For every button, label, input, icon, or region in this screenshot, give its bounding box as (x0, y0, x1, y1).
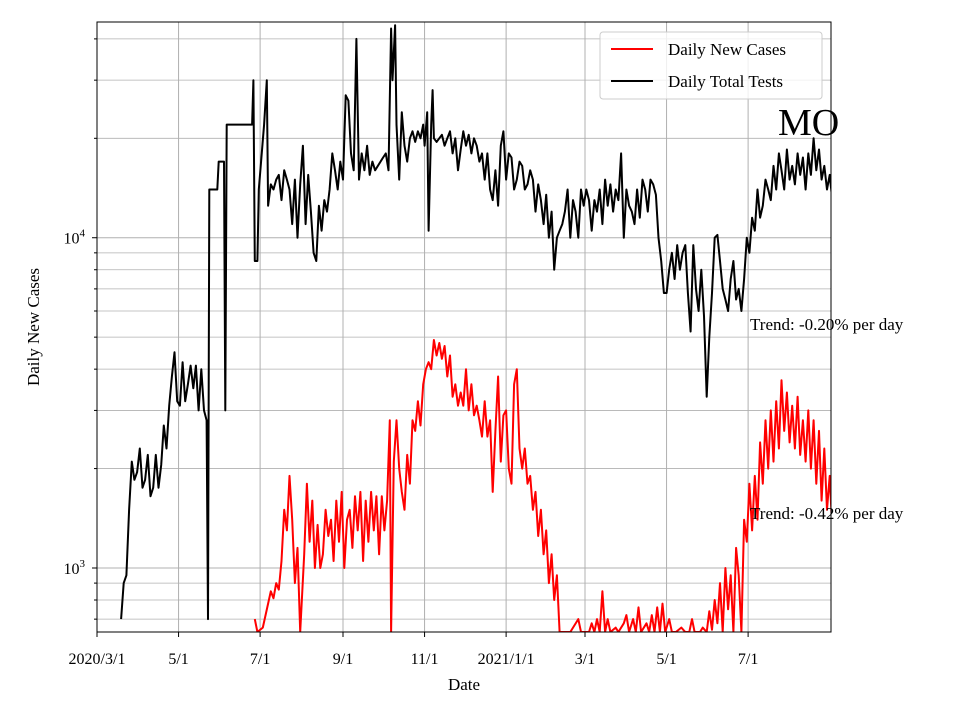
x-tick-label: 9/1 (333, 651, 353, 668)
y-tick-label: 103 (64, 558, 86, 578)
x-tick-label: 3/1 (575, 651, 595, 668)
tick-label-layer: 2020/3/1 5/1 7/1 9/1 11/1 2021/1/1 3/1 5/1 7/1 10… (64, 228, 759, 668)
x-tick-label: 2021/1/1 (478, 651, 535, 668)
x-tick-label: 7/1 (250, 651, 270, 668)
legend-label-cases: Daily New Cases (668, 40, 786, 59)
x-tick-label: 5/1 (656, 651, 676, 668)
tick-layer (92, 38, 749, 637)
series-layer (120, 24, 831, 632)
legend: Daily New Cases Daily Total Tests (599, 31, 823, 100)
series-line-daily-new-cases (253, 339, 831, 632)
legend-box (599, 31, 823, 100)
series-line-daily-total-tests (120, 24, 831, 621)
legend-label-tests: Daily Total Tests (668, 72, 783, 91)
x-tick-label: 5/1 (168, 651, 188, 668)
x-axis-label: Date (448, 675, 480, 694)
trend-annotation-tests: Trend: -0.20% per day (750, 315, 904, 334)
plot-frame (96, 21, 832, 633)
x-tick-label: 7/1 (738, 651, 758, 668)
trend-annotation-cases: Trend: -0.42% per day (750, 504, 904, 523)
state-label: MO (778, 102, 839, 144)
y-tick-label: 104 (64, 228, 86, 248)
x-tick-label: 2020/3/1 (69, 651, 126, 668)
y-axis-label: Daily New Cases (24, 268, 43, 386)
x-tick-label: 11/1 (411, 651, 439, 668)
